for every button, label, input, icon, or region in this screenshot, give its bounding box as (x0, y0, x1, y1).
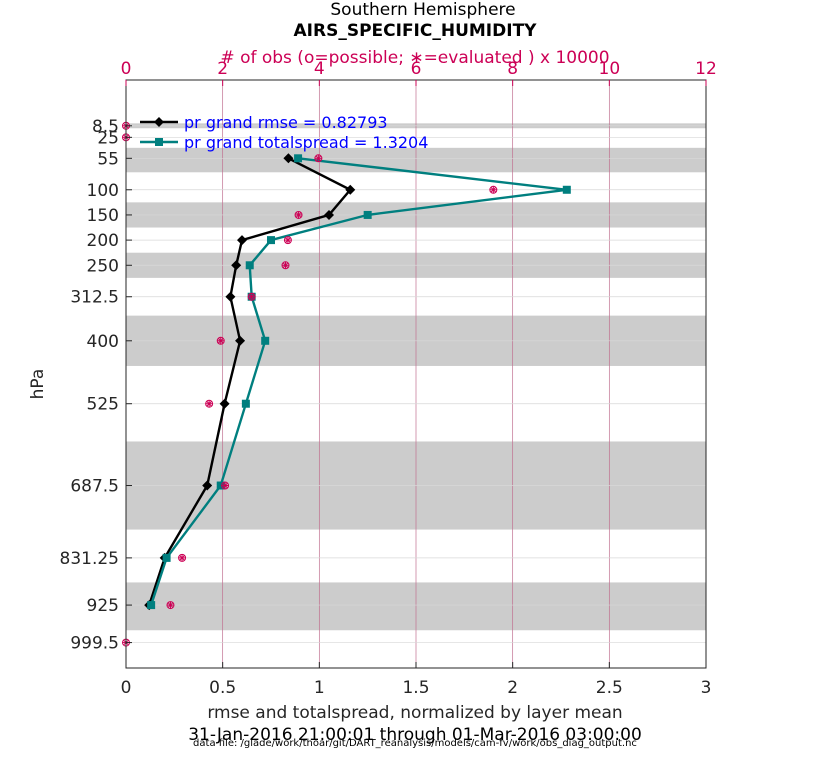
obs-evaluated-marker (282, 261, 289, 269)
chart-subtitle: AIRS_SPECIFIC_HUMIDITY (294, 21, 538, 41)
top-tick-label: 4 (314, 59, 325, 79)
top-tick-label: 8 (507, 59, 518, 79)
y-tick-label: 831.25 (60, 549, 119, 569)
rmse-point (202, 480, 213, 491)
obs-evaluated-marker (178, 554, 186, 562)
legend-marker-square (155, 138, 163, 146)
date-range: 31-Jan-2016 21:00:01 through 01-Mar-2016… (188, 725, 642, 745)
obs-evaluated-marker (295, 211, 303, 219)
obs-evaluated-marker (489, 186, 497, 194)
totalspread-point (245, 261, 254, 270)
y-tick-label: 55 (97, 149, 119, 169)
totalspread-point (562, 185, 571, 194)
y-tick-label: 25 (97, 128, 119, 148)
y-tick-label: 150 (87, 206, 119, 226)
obs-evaluated-marker (248, 293, 256, 301)
y-axis-label: hPa (28, 369, 48, 400)
rmse-point (324, 209, 334, 220)
y-tick-label: 200 (87, 231, 119, 251)
top-tick-label: 12 (695, 59, 717, 79)
top-tick-label: 10 (599, 59, 621, 79)
y-tick-label: 999.5 (70, 634, 119, 654)
totalspread-point (294, 154, 303, 163)
totalspread-point (216, 481, 225, 490)
grid-lines (126, 80, 706, 668)
y-tick-label: 400 (87, 332, 119, 352)
x-tick-label: 2 (507, 678, 518, 698)
rmse-point (231, 260, 242, 271)
obs-evaluated-marker (284, 236, 292, 244)
rmse-point (283, 153, 294, 164)
x-axis-label: rmse and totalspread, normalized by laye… (207, 703, 622, 723)
totalspread-point (147, 601, 156, 610)
obs-evaluated-marker (217, 337, 225, 345)
legend-entry: pr grand rmse = 0.82793 (184, 113, 388, 132)
x-tick-label: 1.5 (402, 678, 429, 698)
x-tick-label: 2.5 (596, 678, 623, 698)
rmse-point (225, 291, 236, 302)
x-tick-label: 0.5 (209, 678, 236, 698)
data-file-note: data file: /glade/work/thoar/git/DART_re… (193, 738, 637, 749)
rmse-point (235, 335, 246, 346)
totalspread-point (162, 553, 171, 562)
obs-evaluated-marker (221, 482, 229, 490)
y-tick-label: 312.5 (70, 288, 119, 308)
top-tick-label: 0 (121, 59, 132, 79)
y-tick-label: 250 (87, 256, 119, 276)
top-tick-label: 6 (411, 59, 422, 79)
chart-title: Southern Hemisphere (330, 0, 515, 20)
rmse-point (219, 398, 230, 409)
y-tick-label: 8.5 (92, 117, 119, 137)
rmse-point (237, 235, 247, 246)
legend-entry: pr grand totalspread = 1.3204 (184, 133, 428, 152)
rmse-point (345, 184, 356, 195)
y-tick-label: 925 (87, 596, 119, 616)
x-tick-label: 1 (314, 678, 325, 698)
top-tick-label: 2 (217, 59, 228, 79)
y-tick-label: 100 (87, 181, 119, 201)
obs-evaluated-marker (205, 400, 213, 408)
x-tick-label: 0 (121, 678, 132, 698)
y-tick-label: 687.5 (70, 477, 119, 497)
obs-evaluated-marker (166, 601, 174, 609)
totalspread-point (241, 399, 250, 408)
x-tick-label: 3 (701, 678, 712, 698)
top-axis-label: # of obs (o=possible; ∗=evaluated ) x 10… (220, 48, 609, 68)
totalspread-point (267, 236, 275, 245)
obs-evaluated-marker (314, 154, 322, 162)
totalspread-point (261, 336, 270, 345)
legend-marker-diamond (154, 117, 164, 127)
totalspread-point (363, 210, 372, 219)
y-tick-label: 525 (87, 395, 119, 415)
